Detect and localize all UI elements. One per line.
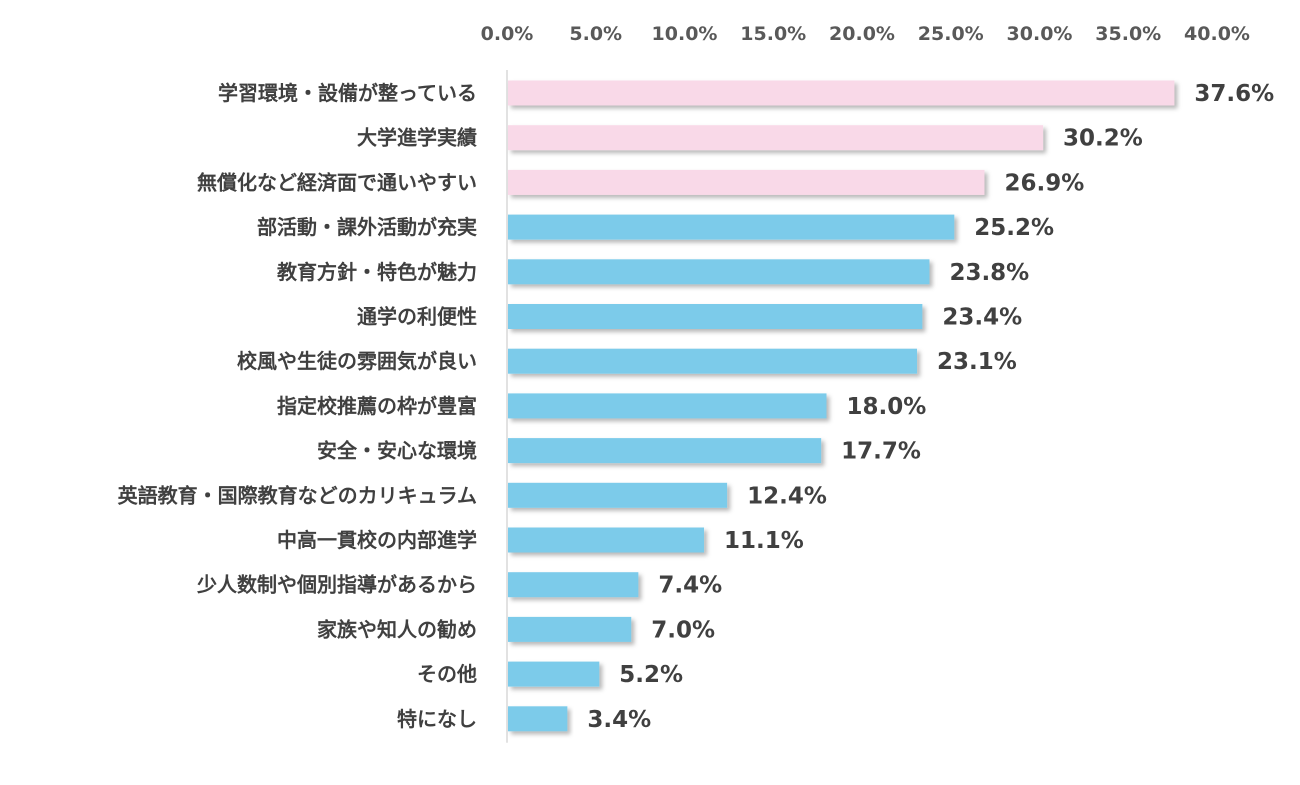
category-label: 大学進学実績 (357, 126, 477, 150)
bar (508, 169, 985, 195)
x-tick-label: 35.0% (1095, 23, 1161, 45)
category-label: 学習環境・設備が整っている (218, 81, 477, 105)
value-label: 17.7% (841, 439, 921, 465)
value-label: 23.4% (942, 305, 1022, 331)
category-label: 英語教育・国際教育などのカリキュラム (118, 483, 477, 507)
category-label: 指定校推薦の枠が豊富 (277, 394, 477, 418)
category-label: その他 (417, 662, 477, 686)
x-tick-label: 0.0% (481, 23, 534, 45)
bar (508, 125, 1044, 151)
bar (508, 527, 705, 553)
value-label: 25.2% (974, 215, 1054, 241)
category-label: 家族や知人の勧め (317, 617, 477, 641)
category-label: 無償化など経済面で通いやすい (197, 170, 477, 194)
bar (508, 438, 822, 464)
bar (508, 80, 1175, 106)
x-tick-label: 40.0% (1184, 23, 1250, 45)
value-label: 37.6% (1194, 81, 1274, 107)
category-label: 通学の利便性 (357, 305, 477, 329)
labels-layer: 学習環境・設備が整っている 37.6% 大学進学実績 30.2% 無償化など経済面で通い… (118, 81, 1275, 733)
value-label: 12.4% (747, 483, 827, 509)
value-label: 3.4% (587, 707, 651, 733)
x-tick-label: 30.0% (1007, 23, 1073, 45)
value-label: 7.4% (658, 573, 722, 599)
value-label: 30.2% (1063, 126, 1143, 152)
value-label: 18.0% (847, 394, 927, 420)
bar (508, 259, 930, 285)
x-tick-label: 5.0% (569, 23, 622, 45)
value-label: 23.1% (937, 349, 1017, 375)
value-label: 5.2% (619, 662, 683, 688)
x-tick-label: 25.0% (918, 23, 984, 45)
bar (508, 393, 827, 419)
bar (508, 661, 600, 687)
bar (508, 348, 918, 374)
bar (508, 482, 728, 508)
category-label: 教育方針・特色が魅力 (277, 260, 477, 284)
bar (508, 304, 923, 329)
value-label: 26.9% (1004, 170, 1084, 196)
category-label: 安全・安心な環境 (317, 439, 477, 463)
category-label: 特になし (397, 707, 477, 731)
category-label: 少人数制や個別指導があるから (196, 573, 477, 597)
x-tick-label: 10.0% (652, 23, 718, 45)
bar (508, 616, 632, 642)
category-label: 部活動・課外活動が充実 (257, 215, 477, 239)
axis-layer: 0.0% 5.0% 10.0% 15.0% 20.0% 25.0% 30.0% 35.0% 40… (481, 23, 1250, 743)
value-label: 7.0% (651, 617, 715, 643)
bar (508, 214, 955, 240)
x-tick-label: 20.0% (829, 23, 895, 45)
category-label: 中高一貫校の内部進学 (277, 528, 477, 552)
bar (508, 706, 568, 732)
value-label: 11.1% (724, 528, 804, 554)
x-tick-label: 15.0% (740, 23, 806, 45)
category-label: 校風や生徒の雰囲気が良い (237, 349, 477, 373)
value-label: 23.8% (949, 260, 1029, 286)
bar (508, 572, 639, 598)
bars-layer (508, 80, 1175, 732)
